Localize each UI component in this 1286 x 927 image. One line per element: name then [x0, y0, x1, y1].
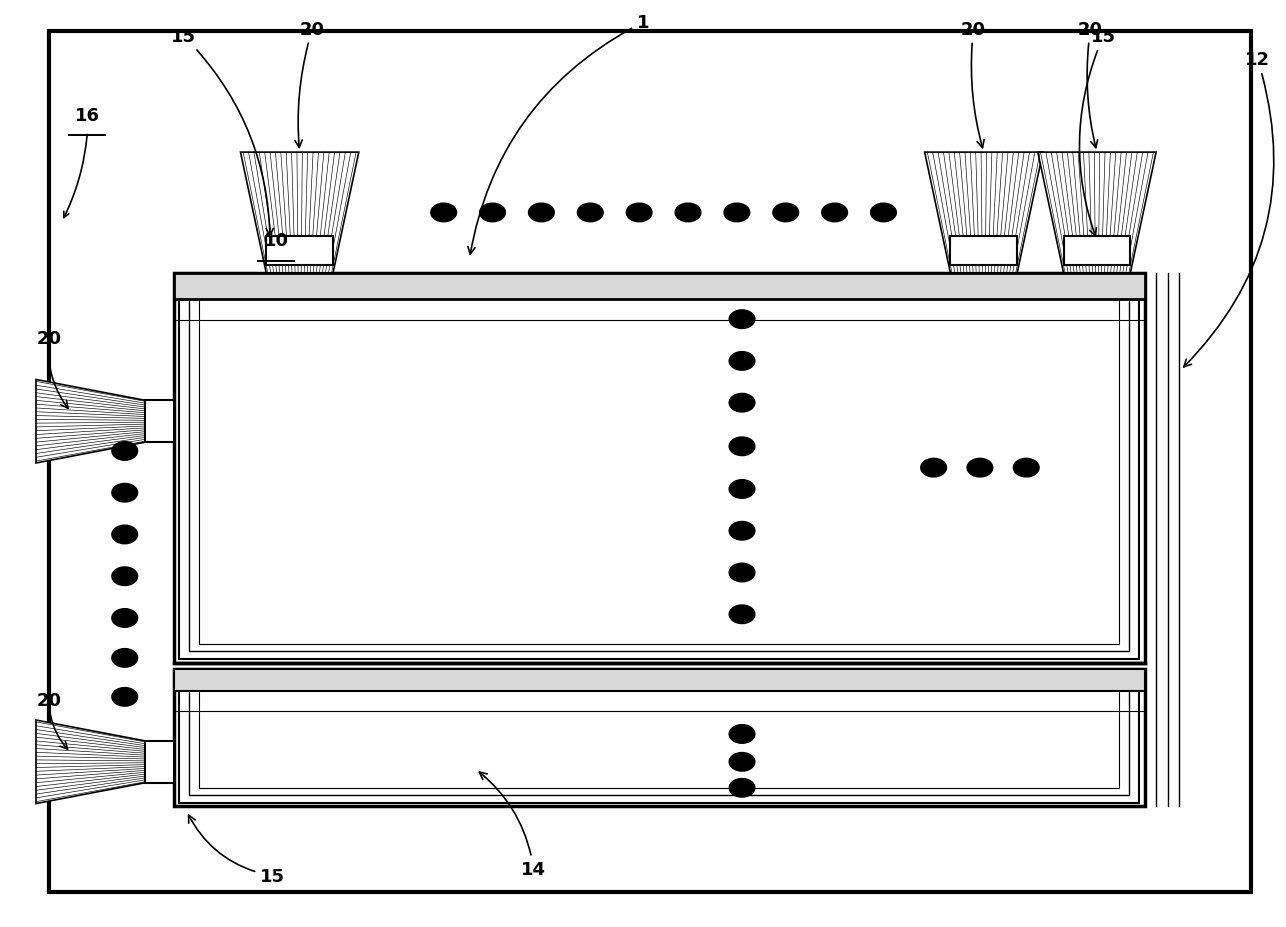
Circle shape [822, 204, 847, 222]
Text: 16: 16 [75, 107, 100, 125]
Circle shape [871, 204, 896, 222]
Circle shape [529, 204, 554, 222]
Polygon shape [240, 153, 359, 273]
Circle shape [729, 394, 755, 413]
Circle shape [729, 311, 755, 329]
Bar [1064, 236, 1130, 266]
Bar [174, 273, 1145, 299]
Circle shape [1013, 459, 1039, 477]
Bar [179, 673, 1139, 803]
Bar [174, 669, 1145, 806]
Bar [179, 277, 1139, 659]
Circle shape [773, 204, 799, 222]
Circle shape [112, 484, 138, 502]
Text: 20: 20 [36, 691, 68, 749]
Circle shape [112, 567, 138, 586]
Bar [145, 400, 174, 442]
Text: 15: 15 [189, 815, 285, 885]
Text: 20: 20 [36, 329, 68, 409]
Circle shape [112, 609, 138, 628]
Circle shape [431, 204, 457, 222]
Polygon shape [925, 153, 1043, 273]
Circle shape [729, 779, 755, 797]
Circle shape [724, 204, 750, 222]
Text: 12: 12 [1184, 51, 1274, 367]
Circle shape [480, 204, 505, 222]
Circle shape [729, 438, 755, 456]
Circle shape [967, 459, 993, 477]
Text: 20: 20 [294, 20, 325, 148]
Text: 10: 10 [264, 232, 289, 250]
Circle shape [577, 204, 603, 222]
Text: 15: 15 [171, 28, 274, 236]
Bar [950, 236, 1017, 266]
Polygon shape [36, 720, 145, 804]
Circle shape [729, 564, 755, 582]
Bar [174, 273, 1145, 663]
Circle shape [112, 526, 138, 544]
Circle shape [729, 753, 755, 771]
Bar [174, 669, 1145, 806]
Bar [189, 680, 1129, 795]
Bar [199, 688, 1119, 788]
Polygon shape [36, 380, 145, 464]
Bar [174, 273, 1145, 663]
Text: 15: 15 [1079, 28, 1116, 236]
Circle shape [729, 605, 755, 624]
Bar [199, 292, 1119, 644]
Text: 1: 1 [468, 14, 649, 255]
Polygon shape [1038, 153, 1156, 273]
Circle shape [921, 459, 946, 477]
Circle shape [729, 522, 755, 540]
Text: 14: 14 [480, 772, 547, 879]
Circle shape [729, 725, 755, 743]
Circle shape [626, 204, 652, 222]
Circle shape [112, 649, 138, 667]
Bar [189, 285, 1129, 652]
Bar [266, 236, 333, 266]
Circle shape [112, 442, 138, 461]
Circle shape [729, 480, 755, 499]
Bar [145, 742, 174, 782]
Circle shape [112, 688, 138, 706]
Circle shape [675, 204, 701, 222]
Circle shape [729, 352, 755, 371]
Text: 20: 20 [1078, 20, 1103, 148]
Bar [174, 669, 1145, 692]
Text: 20: 20 [961, 20, 986, 148]
